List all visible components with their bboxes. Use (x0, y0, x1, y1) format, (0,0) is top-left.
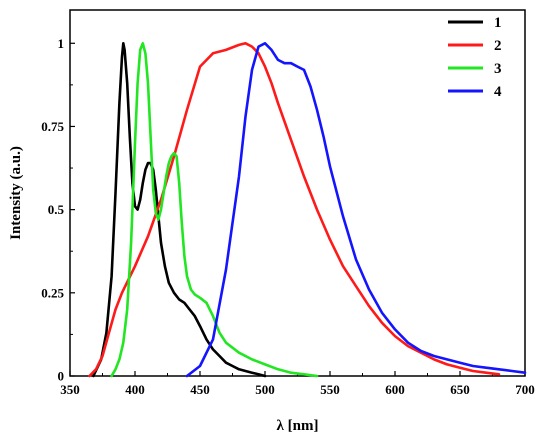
y-axis: 0 0.25 0.5 0.75 1 (41, 36, 75, 384)
y-tick-label: 1 (58, 36, 65, 51)
legend-label-2: 2 (494, 38, 502, 54)
series-line-2 (88, 42, 501, 378)
x-axis: 350 400 450 500 550 600 650 700 (60, 371, 535, 397)
x-tick-label: 650 (450, 382, 470, 397)
legend-label-4: 4 (494, 84, 502, 100)
x-tick-label: 600 (385, 382, 405, 397)
y-tick-label: 0.25 (41, 285, 64, 300)
series-line-3 (110, 42, 319, 378)
y-tick-label: 0 (58, 369, 65, 384)
legend: 1 2 3 4 (448, 15, 502, 100)
legend-label-1: 1 (494, 15, 502, 31)
x-tick-label: 400 (125, 382, 145, 397)
x-axis-title: λ [nm] (277, 418, 319, 434)
y-axis-title: Intensity (a.u.) (8, 146, 24, 240)
x-tick-label: 700 (515, 382, 535, 397)
y-tick-label: 0.5 (48, 202, 65, 217)
y-tick-label: 0.75 (41, 119, 64, 134)
series-line-1 (92, 42, 267, 378)
x-tick-label: 550 (320, 382, 340, 397)
series-line-4 (185, 42, 527, 378)
legend-label-3: 3 (494, 61, 502, 77)
x-tick-label: 500 (255, 382, 275, 397)
x-tick-label: 450 (190, 382, 210, 397)
x-tick-label: 350 (60, 382, 80, 397)
series-layer (88, 42, 527, 378)
